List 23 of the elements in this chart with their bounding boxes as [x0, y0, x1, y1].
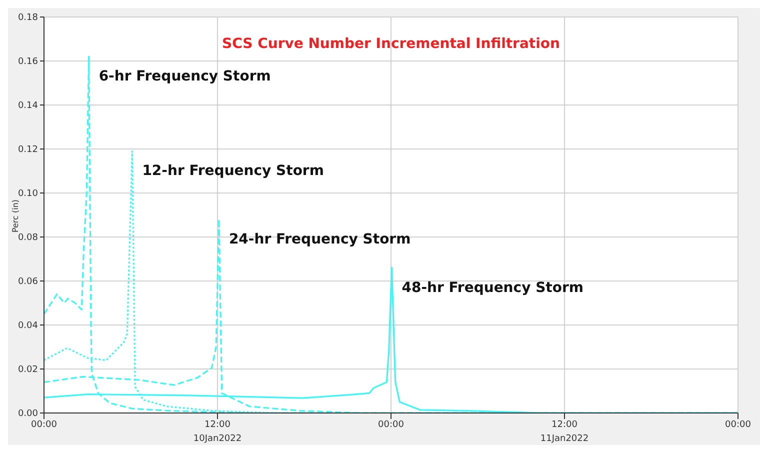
y-tick-label: 0.14: [18, 101, 38, 112]
y-tick-label: 0.12: [18, 145, 38, 156]
text: 10Jan2022: [193, 434, 242, 444]
y-axis-title: Perc (in): [11, 199, 20, 233]
y-tick-label: 0.18: [18, 13, 38, 24]
y-tick-label: 0.02: [18, 365, 38, 376]
x-tick-label: 12:00: [552, 420, 578, 430]
y-tick-label: 0.06: [18, 277, 38, 288]
y-tick-label: 0.10: [18, 189, 38, 200]
x-tick-label: 00:00: [31, 420, 58, 430]
x-tick-label: 00:00: [725, 420, 752, 430]
y-tick-label: 0.04: [18, 321, 38, 332]
y-tick-label: 0.16: [18, 57, 38, 68]
x-tick-label: 00:00: [378, 420, 404, 430]
y-tick-label: 0.00: [18, 409, 38, 420]
series-label: 48-hr Frequency Storm: [402, 280, 584, 296]
series-label: 6-hr Frequency Storm: [98, 68, 271, 85]
y-tick-label: 0.08: [18, 233, 38, 244]
series-label: 24-hr Frequency Storm: [228, 231, 411, 248]
text: 11Jan2022: [540, 434, 589, 444]
text: SCS Curve Number Incremental Infiltration: [222, 36, 560, 52]
x-tick-label: 12:00: [204, 420, 231, 430]
series-label: 12-hr Frequency Storm: [142, 163, 324, 180]
